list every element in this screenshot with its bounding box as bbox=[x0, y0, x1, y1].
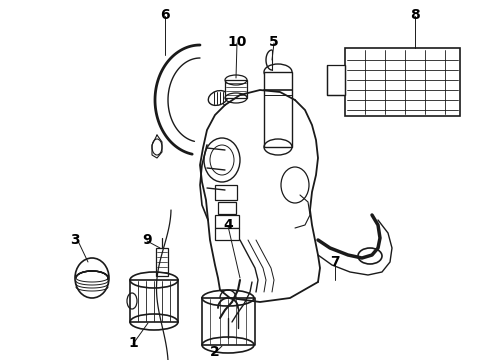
Text: 7: 7 bbox=[330, 255, 340, 269]
Bar bbox=[218, 202, 236, 214]
Bar bbox=[156, 248, 168, 276]
Bar bbox=[215, 185, 237, 200]
Text: 5: 5 bbox=[269, 35, 279, 49]
Text: 4: 4 bbox=[223, 218, 233, 232]
Text: 6: 6 bbox=[160, 8, 170, 22]
Bar bbox=[327, 65, 345, 95]
Bar bbox=[130, 280, 178, 322]
Text: 8: 8 bbox=[410, 8, 420, 22]
Text: 2: 2 bbox=[210, 345, 220, 359]
Bar bbox=[215, 215, 239, 228]
Text: 9: 9 bbox=[142, 233, 152, 247]
Bar bbox=[225, 80, 247, 98]
Bar bbox=[215, 228, 239, 240]
Text: 1: 1 bbox=[128, 336, 138, 350]
Text: 3: 3 bbox=[70, 233, 80, 247]
Bar bbox=[264, 72, 292, 147]
Text: 10: 10 bbox=[227, 35, 246, 49]
Bar bbox=[345, 48, 460, 116]
